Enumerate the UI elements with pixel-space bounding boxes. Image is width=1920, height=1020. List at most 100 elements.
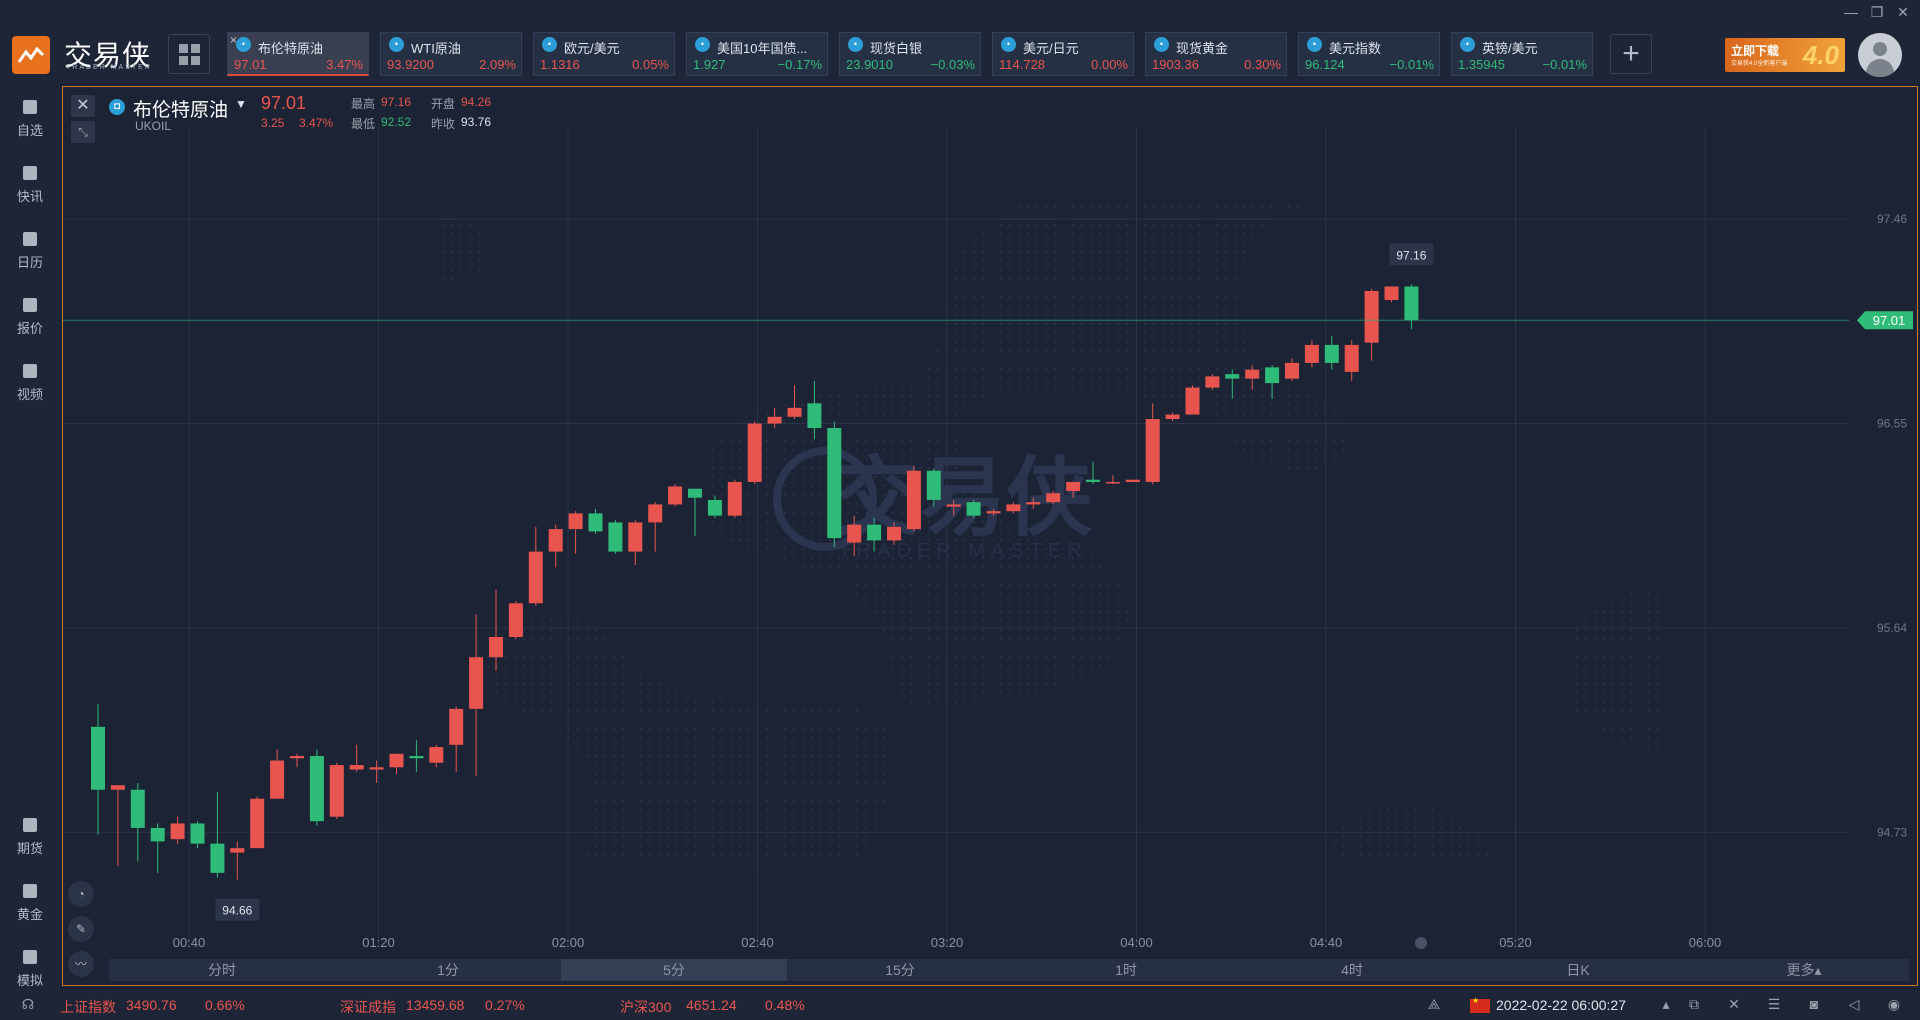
- candle[interactable]: [1324, 344, 1339, 363]
- sidebar-item[interactable]: 快讯: [0, 158, 60, 212]
- sidebar-item[interactable]: 自选: [0, 92, 60, 146]
- ticker-tab[interactable]: • 欧元/美元 1.1316 0.05%: [533, 32, 675, 76]
- candle[interactable]: [270, 760, 285, 799]
- period-tab[interactable]: 日K: [1566, 962, 1590, 978]
- candle[interactable]: [648, 504, 663, 523]
- close-chart-button[interactable]: ✕: [71, 95, 95, 117]
- candle[interactable]: [966, 502, 981, 516]
- candle[interactable]: [767, 416, 782, 424]
- candle[interactable]: [329, 765, 344, 817]
- sidebar-item[interactable]: 期货: [0, 810, 60, 864]
- candle[interactable]: [489, 636, 503, 658]
- add-ticker-button[interactable]: +: [1610, 34, 1652, 74]
- candle[interactable]: [668, 486, 683, 505]
- symbol-name[interactable]: 布伦特原油: [133, 100, 229, 121]
- candle[interactable]: [1006, 504, 1021, 512]
- candle[interactable]: [290, 756, 304, 759]
- indicator-icon[interactable]: ◔: [68, 881, 94, 907]
- candle[interactable]: [628, 522, 643, 552]
- candle[interactable]: [1304, 344, 1319, 363]
- close-icon[interactable]: ×: [230, 33, 238, 47]
- candle[interactable]: [568, 513, 583, 530]
- sidebar-item[interactable]: 报价: [0, 290, 60, 344]
- period-tab[interactable]: 4时: [1341, 962, 1363, 978]
- candle[interactable]: [727, 481, 742, 516]
- candle[interactable]: [1185, 387, 1200, 415]
- ticker-tab[interactable]: • WTI原油 93.9200 2.09%: [380, 32, 522, 76]
- candle[interactable]: [1086, 479, 1100, 482]
- candle[interactable]: [210, 843, 225, 873]
- candlestick-chart[interactable]: 97.46 96.55 95.64 94.73 00:40 01:20 02:00 02:40…: [63, 87, 1919, 987]
- ticker-tab[interactable]: • 现货白银 23.9010 −0.03%: [839, 32, 981, 76]
- sidebar-item[interactable]: 视频: [0, 356, 60, 410]
- candle[interactable]: [1245, 369, 1260, 379]
- candle[interactable]: [369, 767, 384, 770]
- sidebar-item[interactable]: 日历: [0, 224, 60, 278]
- candle[interactable]: [1105, 481, 1120, 484]
- camera-icon[interactable]: ◙: [1809, 996, 1819, 1012]
- candle[interactable]: [608, 522, 623, 552]
- candle[interactable]: [150, 827, 165, 842]
- user-avatar[interactable]: [1858, 33, 1902, 77]
- candle[interactable]: [1125, 479, 1140, 482]
- candle[interactable]: [707, 499, 722, 516]
- candle[interactable]: [1225, 374, 1240, 379]
- candle[interactable]: [827, 428, 842, 539]
- candle[interactable]: [528, 551, 543, 604]
- scroll-handle[interactable]: [1415, 937, 1427, 949]
- candle[interactable]: [688, 488, 702, 498]
- sidebar-item[interactable]: 模拟: [0, 942, 60, 996]
- headset-icon[interactable]: ☊: [21, 996, 35, 1012]
- candle[interactable]: [230, 848, 245, 853]
- candle[interactable]: [1344, 344, 1359, 372]
- period-tab[interactable]: 1时: [1115, 962, 1137, 978]
- ticker-tab[interactable]: • 英镑/美元 1.35945 −0.01%: [1451, 32, 1593, 76]
- candle[interactable]: [389, 753, 404, 768]
- candle[interactable]: [1205, 376, 1220, 388]
- candle[interactable]: [1026, 502, 1041, 505]
- candle[interactable]: [91, 726, 105, 790]
- candle[interactable]: [190, 823, 205, 844]
- candle[interactable]: [349, 765, 364, 770]
- period-tab[interactable]: 更多▴: [1786, 962, 1822, 978]
- network-icon[interactable]: ⟁: [1427, 996, 1441, 1012]
- candle[interactable]: [508, 603, 523, 637]
- period-tab[interactable]: 15分: [885, 962, 915, 978]
- candle[interactable]: [1384, 286, 1399, 300]
- candle[interactable]: [946, 504, 961, 507]
- candle[interactable]: [429, 747, 444, 763]
- candle[interactable]: [747, 423, 762, 482]
- ticker-tab[interactable]: × • 布伦特原油 97.01 3.47%: [227, 32, 369, 76]
- ticker-tab[interactable]: • 美国10年国债... 1.927 −0.17%: [686, 32, 828, 76]
- candle[interactable]: [469, 657, 484, 709]
- period-tab[interactable]: 5分: [561, 959, 787, 981]
- chevron-down-icon[interactable]: ▼: [235, 97, 247, 111]
- candle[interactable]: [170, 823, 185, 840]
- candle[interactable]: [1066, 481, 1081, 491]
- candle[interactable]: [309, 756, 324, 822]
- candle[interactable]: [1285, 362, 1299, 379]
- period-tab[interactable]: 分时: [208, 962, 236, 978]
- menu-list-icon[interactable]: ☰: [1767, 996, 1781, 1012]
- candle[interactable]: [1046, 493, 1061, 503]
- candle[interactable]: [409, 756, 424, 759]
- candle[interactable]: [986, 511, 1001, 514]
- sidebar-item[interactable]: 黄金: [0, 876, 60, 930]
- candle[interactable]: [906, 470, 921, 530]
- candle[interactable]: [588, 513, 603, 532]
- restore-button[interactable]: ❐: [1870, 4, 1884, 20]
- ticker-tab[interactable]: • 美元指数 96.124 −0.01%: [1298, 32, 1440, 76]
- trend-line-icon[interactable]: 〰: [68, 951, 94, 977]
- candle[interactable]: [548, 529, 563, 552]
- ticker-tab[interactable]: • 现货黄金 1903.36 0.30%: [1145, 32, 1287, 76]
- screen-icon[interactable]: ⧉: [1689, 996, 1699, 1012]
- candle[interactable]: [787, 407, 802, 417]
- download-promo-banner[interactable]: 立即下载 交易侠4.0全新客户端 4.0: [1725, 38, 1845, 72]
- draw-pen-icon[interactable]: ✎: [68, 916, 94, 942]
- minimize-button[interactable]: —: [1844, 4, 1858, 20]
- candle[interactable]: [250, 798, 265, 849]
- candle[interactable]: [887, 526, 901, 541]
- candle[interactable]: [1364, 291, 1379, 343]
- candle[interactable]: [1145, 419, 1160, 482]
- candle[interactable]: [110, 785, 125, 790]
